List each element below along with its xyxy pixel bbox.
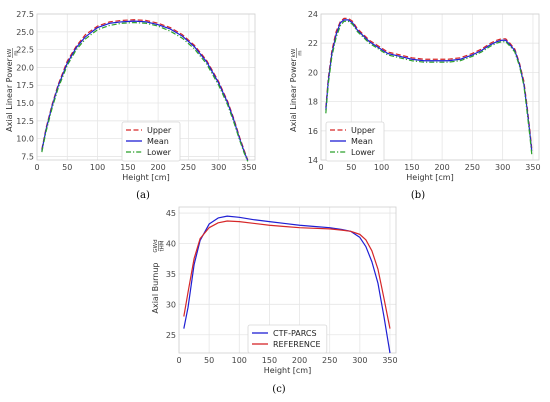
series-line-lower [41, 21, 249, 162]
plot-frame [320, 13, 540, 161]
y-tick-label: 10.0 [16, 135, 34, 144]
y-tick-label: 45 [166, 209, 176, 218]
x-tick-label: 0 [318, 163, 323, 172]
x-tick-label: 50 [204, 356, 214, 365]
x-tick-label: 100 [90, 163, 105, 172]
x-tick-label: 50 [62, 163, 72, 172]
y-tick-label: 30 [166, 300, 176, 309]
panel-caption: (c) [272, 384, 286, 395]
series-line-mean [41, 20, 249, 161]
unit-numerator: kW [7, 48, 13, 57]
x-tick-label: 250 [465, 163, 480, 172]
x-tick-label: 300 [352, 356, 367, 365]
x-tick-label: 200 [292, 356, 307, 365]
y-axis-unit: kW m [7, 48, 20, 58]
y-tick-label: 24 [308, 10, 318, 19]
x-tick-label: 350 [241, 163, 256, 172]
unit-numerator: kW [291, 48, 297, 57]
x-axis-label: Height [cm] [264, 366, 311, 375]
y-axis-unit: kW m [291, 48, 304, 58]
legend-label: Mean [351, 137, 373, 146]
x-axis-label: Height [cm] [406, 173, 453, 182]
x-tick-label: 300 [211, 163, 226, 172]
y-tick-label: 35 [166, 270, 176, 279]
chart-a: 0 50 100 150 200 250 300 350 7.5 10.0 12.5 15.0 17.5… [5, 10, 257, 201]
y-tick-label: 14 [308, 156, 318, 165]
y-tick-label: 40 [166, 240, 176, 249]
x-tick-label: 150 [120, 163, 135, 172]
x-tick-label: 150 [404, 163, 419, 172]
legend-label: CTF-PARCS [273, 329, 317, 338]
legend-label: Mean [147, 137, 169, 146]
x-tick-label: 300 [495, 163, 510, 172]
unit-denominator: m [14, 50, 20, 55]
legend-label: Lower [351, 148, 376, 157]
legend-label: Upper [351, 126, 376, 135]
x-tick-label: 0 [34, 163, 39, 172]
y-tick-label: 20.0 [16, 63, 34, 72]
y-tick-label: 18 [308, 98, 318, 107]
y-tick-label: 25 [166, 331, 176, 340]
legend-box [325, 121, 385, 162]
chart-b: 0 50 100 150 200 250 300 350 14 16 18 20 22 24 Height … [289, 10, 541, 201]
panel-caption: (b) [411, 190, 425, 201]
y-axis-unit: GWd tHM [153, 239, 166, 252]
legend-label: Lower [147, 148, 172, 157]
legend-box [121, 121, 181, 162]
x-tick-label: 150 [262, 356, 277, 365]
x-tick-label: 250 [322, 356, 337, 365]
legend-label: Upper [147, 126, 172, 135]
y-tick-label: 15.0 [16, 99, 34, 108]
x-axis-label: Height [cm] [122, 173, 169, 182]
y-tick-label: 12.5 [16, 117, 34, 126]
y-tick-label: 22 [308, 39, 318, 48]
y-tick-label: 20 [308, 68, 318, 77]
y-tick-label: 17.5 [16, 81, 34, 90]
x-tick-label: 100 [374, 163, 389, 172]
x-tick-label: 0 [176, 356, 181, 365]
unit-numerator: GWd [153, 239, 159, 252]
x-tick-label: 50 [346, 163, 356, 172]
series-line-lower [325, 20, 533, 155]
series-line-reference [183, 220, 391, 329]
y-tick-label: 7.5 [21, 152, 34, 161]
x-tick-label: 200 [434, 163, 449, 172]
y-tick-label: 27.5 [16, 10, 34, 19]
y-tick-label: 16 [308, 127, 318, 136]
x-tick-label: 100 [232, 356, 247, 365]
y-tick-label: 25.0 [16, 28, 34, 37]
y-tick-label: 22.5 [16, 46, 34, 55]
y-axis-label: Axial Burnup [151, 262, 160, 313]
x-tick-label: 350 [525, 163, 540, 172]
panel-caption: (a) [136, 190, 150, 201]
x-tick-label: 200 [150, 163, 165, 172]
chart-c: 0 50 100 150 200 250 300 350 25 30 35 40 45 Height [c… [151, 206, 398, 395]
legend-label: REFERENCE [273, 340, 321, 349]
unit-denominator: tHM [160, 240, 166, 251]
legend-box [247, 324, 328, 354]
x-tick-label: 250 [181, 163, 196, 172]
series-line-mean [325, 19, 533, 152]
y-axis-label: Axial Linear Power [5, 57, 14, 131]
y-axis-label: Axial Linear Power [289, 57, 298, 131]
x-tick-label: 350 [382, 356, 397, 365]
unit-denominator: m [298, 50, 304, 55]
series-line-upper [325, 17, 533, 149]
